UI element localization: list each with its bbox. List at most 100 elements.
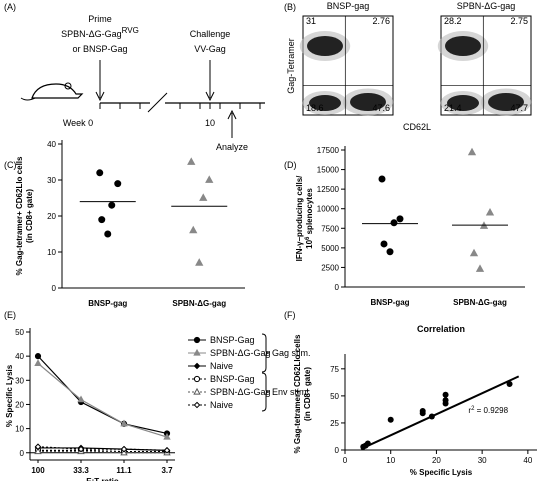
y-tick-label: 40 xyxy=(15,352,24,361)
data-point xyxy=(108,201,116,209)
marker xyxy=(163,432,171,440)
legend-group: Env stim. xyxy=(272,387,309,397)
data-point xyxy=(104,230,112,238)
quadrant-value: 2.75 xyxy=(510,16,528,26)
timeline-ticks xyxy=(99,103,261,109)
data-point xyxy=(189,225,198,234)
x-tick-label: 10 xyxy=(386,456,395,465)
marker xyxy=(34,359,42,366)
density-core xyxy=(307,36,343,56)
x-tick-label: 100 xyxy=(31,466,45,475)
legend-marker xyxy=(193,362,201,370)
mouse-icon xyxy=(31,83,84,99)
axis-label: % Specific Lysis xyxy=(410,468,473,477)
superscript: 6 xyxy=(305,236,311,240)
panel-label: (E) xyxy=(4,310,16,320)
axis-label: % Gag-tetramer+ CD62Llo cells xyxy=(15,156,24,275)
data-point xyxy=(96,169,104,177)
data-point xyxy=(98,216,106,224)
plot-frame xyxy=(302,15,394,116)
data-point xyxy=(364,440,371,447)
label: Prime xyxy=(88,14,112,24)
y-tick-label: 50 xyxy=(330,392,339,401)
x-tick-label: 0 xyxy=(343,456,348,465)
plot-title: SPBN-ΔG-gag xyxy=(457,1,516,11)
y-tick-label: 12500 xyxy=(317,185,340,194)
panel-label: (F) xyxy=(284,310,296,320)
label: or BNSP-Gag xyxy=(72,44,127,54)
legend-marker xyxy=(193,387,201,395)
y-tick-label: 40 xyxy=(47,140,56,149)
panel-label: (A) xyxy=(4,2,16,12)
marker xyxy=(77,445,85,453)
panel-label: (C) xyxy=(4,160,17,170)
data-point xyxy=(386,248,394,256)
plot-frame xyxy=(440,15,532,116)
y-tick-label: 30 xyxy=(47,176,56,185)
x-tick-label: 40 xyxy=(523,456,532,465)
axis-label: IFN-γ–producing cells/ xyxy=(295,175,304,262)
data-point xyxy=(199,193,208,201)
x-tick-label: SPBN-ΔG-gag xyxy=(453,298,507,307)
marker xyxy=(163,447,171,454)
series-line xyxy=(38,449,167,453)
mouse-ear xyxy=(64,82,72,90)
marker xyxy=(77,395,85,403)
legend-marker xyxy=(193,375,201,383)
axis-label: CD62L xyxy=(403,122,431,132)
legend-group: Gag stim. xyxy=(272,348,311,358)
arrow-head xyxy=(95,91,105,102)
y-tick-label: 15000 xyxy=(317,166,340,175)
x-tick-label: BNSP-gag xyxy=(370,298,409,307)
annotation: = 0.9298 xyxy=(474,406,508,415)
data-point xyxy=(485,207,495,216)
marker xyxy=(120,419,128,427)
data-point xyxy=(442,400,449,407)
trend-line xyxy=(360,375,520,450)
data-point xyxy=(469,248,479,257)
data-point xyxy=(187,157,196,165)
x-tick-label: 33.3 xyxy=(73,466,89,475)
superscript: 2 xyxy=(471,406,475,412)
axis-label: % Gag-tetramer+ CD62Llo cells xyxy=(15,156,24,275)
quadrant-value: 18.6 xyxy=(306,103,324,113)
y-tick-label: 17500 xyxy=(317,146,340,155)
y-tick-label: 50 xyxy=(15,328,24,337)
density-core xyxy=(447,95,479,111)
label: SPBN-ΔG-Gag xyxy=(61,29,122,39)
quadrant-value: 47.7 xyxy=(510,103,528,113)
legend-marker xyxy=(193,401,201,409)
marker xyxy=(34,353,42,360)
data-point xyxy=(475,264,485,272)
density-core xyxy=(488,93,524,111)
panel-label: (B) xyxy=(284,2,296,12)
x-tick-label: 3.7 xyxy=(161,466,173,475)
y-tick-label: 0 xyxy=(52,284,57,293)
series-line xyxy=(37,355,168,435)
y-tick-label: 0 xyxy=(335,446,340,455)
data-point xyxy=(396,215,404,223)
axis-label: E:T ratio xyxy=(86,477,119,481)
series-line xyxy=(37,362,168,438)
data-point xyxy=(195,258,204,266)
chart-title: Correlation xyxy=(417,324,465,334)
label: Challenge xyxy=(190,29,231,39)
axis-label: Gag-Tetramer xyxy=(286,38,296,94)
data-point xyxy=(387,416,394,423)
x-tick-label: BNSP-gag xyxy=(88,299,127,308)
x-tick-label: 11.1 xyxy=(116,466,132,475)
axis-label: (in CD8+ gate) xyxy=(303,367,312,421)
axis-label: splenocytes xyxy=(305,188,314,237)
quadrant-value: 47.6 xyxy=(372,103,390,113)
arrow-head xyxy=(205,91,215,102)
data-point xyxy=(442,391,449,398)
marker xyxy=(120,445,128,453)
y-tick-label: 25 xyxy=(330,419,339,428)
x-tick-label: SPBN-ΔG-gag xyxy=(172,299,226,308)
timeline-diagram xyxy=(20,60,265,138)
axis-label: IFN-γ–producing cells/ xyxy=(295,175,304,262)
y-tick-label: 2500 xyxy=(321,263,339,272)
axis-label: 10 xyxy=(305,239,314,248)
timeline-break xyxy=(147,92,168,113)
legend-marker xyxy=(193,336,201,344)
